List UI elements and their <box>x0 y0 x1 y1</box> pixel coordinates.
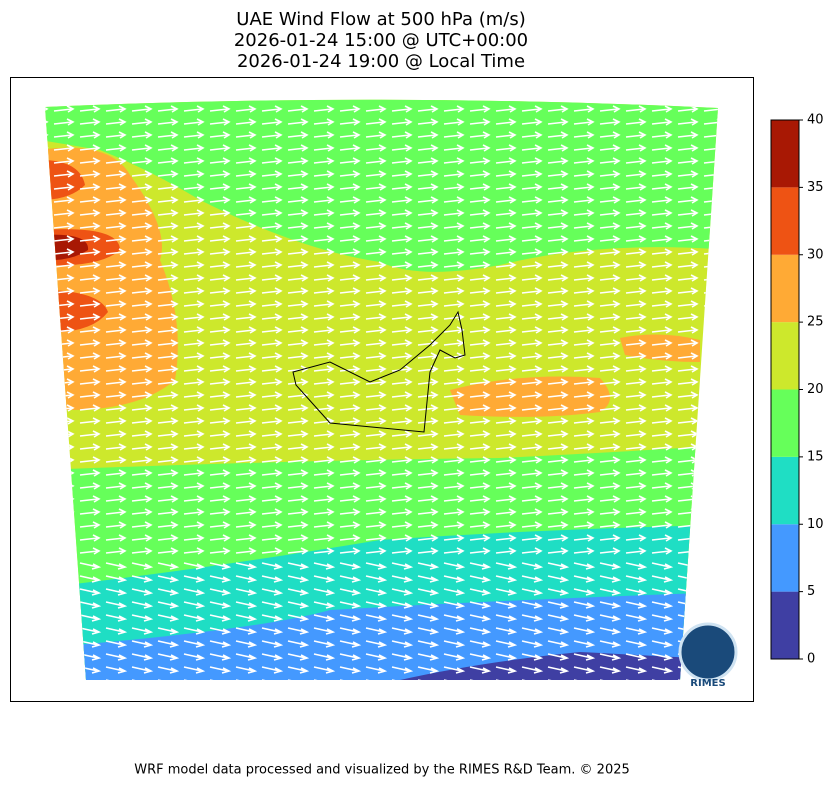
colorbar-tick-label: 10 <box>807 517 824 532</box>
colorbar-segment <box>771 322 799 390</box>
title-line: UAE Wind Flow at 500 hPa (m/s) <box>236 9 525 30</box>
colorbar: 0 5 10 15 20 25 30 35 40 <box>770 113 824 667</box>
colorbar-segment <box>771 254 799 323</box>
wind-arrows <box>45 560 718 680</box>
colorbar-segment <box>771 389 799 457</box>
colorbar-tick-label: 0 <box>807 652 815 667</box>
colorbar-tick-label: 30 <box>807 247 824 262</box>
colorbar-segment <box>771 524 799 592</box>
colorbar-tick-label: 35 <box>807 180 824 195</box>
colorbar-tick-label: 5 <box>807 584 815 599</box>
uae-outline <box>292 310 466 433</box>
colorbar-tick-label: 25 <box>807 315 824 330</box>
logo: RIMES <box>678 622 738 689</box>
colorbar-segment <box>771 456 799 525</box>
logo-emblem <box>678 622 738 682</box>
colorbar-segment <box>771 591 799 659</box>
colorbar-tick-label: 40 <box>807 113 824 128</box>
title-line: 2026-01-24 19:00 @ Local Time <box>237 51 525 72</box>
colorbar-segment <box>771 187 799 255</box>
wind-field <box>45 99 718 680</box>
colorbar-segment <box>771 120 799 188</box>
footer: WRF model data processed and visualized … <box>134 763 630 778</box>
colorbar-tick-label: 20 <box>807 382 824 397</box>
colorbar-tick-label: 15 <box>807 449 824 464</box>
wind-arrows <box>45 99 718 560</box>
map-frame <box>10 77 754 702</box>
logo-text: RIMES <box>690 678 725 689</box>
title-line: 2026-01-24 15:00 @ UTC+00:00 <box>234 30 528 51</box>
